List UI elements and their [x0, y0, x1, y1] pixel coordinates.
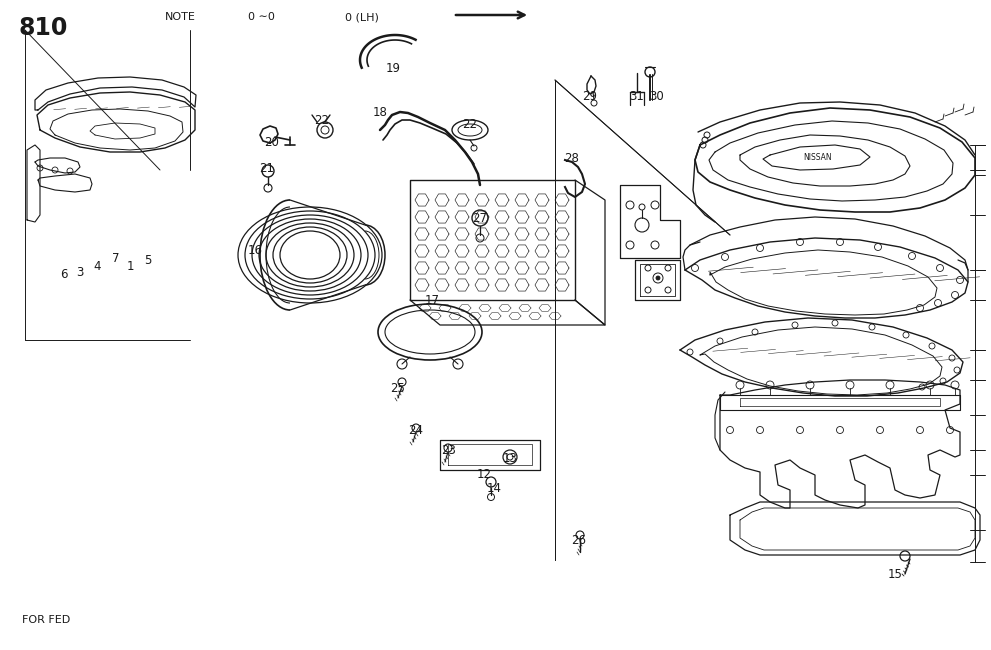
- Text: 28: 28: [565, 151, 580, 164]
- Text: 4: 4: [93, 261, 101, 274]
- Text: 20: 20: [265, 136, 279, 150]
- Text: 3: 3: [76, 265, 83, 278]
- Text: 26: 26: [572, 534, 587, 547]
- Text: NISSAN: NISSAN: [804, 153, 832, 161]
- Text: FOR FED: FOR FED: [22, 615, 70, 625]
- Text: 15: 15: [888, 569, 903, 582]
- Text: 18: 18: [373, 105, 387, 118]
- Text: 31: 31: [629, 90, 644, 103]
- Text: 24: 24: [408, 424, 423, 437]
- Text: 30: 30: [650, 90, 664, 103]
- Text: 0 (LH): 0 (LH): [345, 12, 379, 22]
- Text: 22: 22: [314, 114, 329, 127]
- Text: 27: 27: [473, 211, 488, 224]
- Text: 25: 25: [390, 382, 405, 395]
- Text: 810: 810: [18, 16, 67, 40]
- Text: 0 ∼0: 0 ∼0: [248, 12, 275, 22]
- Text: 7: 7: [112, 252, 120, 265]
- Text: 13: 13: [502, 452, 517, 465]
- Text: 14: 14: [487, 482, 501, 495]
- Text: 1: 1: [126, 261, 134, 274]
- Text: NOTE: NOTE: [165, 12, 196, 22]
- Text: 21: 21: [260, 161, 275, 174]
- Text: 19: 19: [385, 62, 400, 75]
- Text: 17: 17: [424, 294, 439, 307]
- Text: 5: 5: [145, 254, 152, 266]
- Circle shape: [656, 276, 660, 280]
- Text: 6: 6: [60, 268, 67, 281]
- Text: 12: 12: [477, 469, 492, 482]
- Text: 16: 16: [248, 244, 263, 257]
- Text: 22: 22: [463, 118, 478, 131]
- Text: 23: 23: [442, 443, 457, 456]
- Text: 29: 29: [583, 90, 598, 103]
